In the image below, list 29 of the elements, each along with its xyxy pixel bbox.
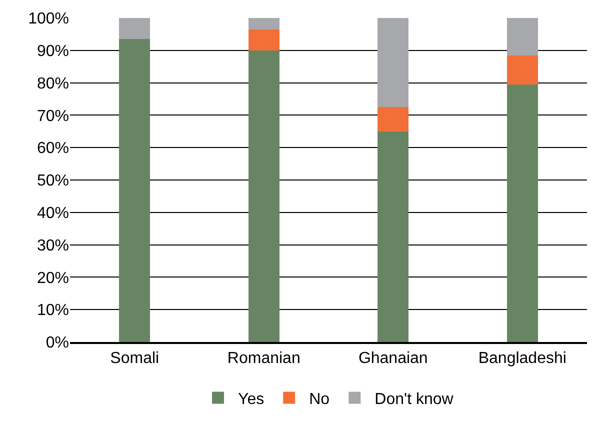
bar: [119, 18, 150, 40]
bar: [506, 84, 538, 342]
bar: [248, 50, 280, 342]
bar: [378, 131, 409, 342]
legend-label: No: [309, 391, 330, 408]
y-tick-label: 90%: [36, 43, 69, 60]
y-tick-label: 10%: [36, 302, 69, 320]
y-tick-label: 0%: [46, 334, 69, 352]
legend-label: Yes: [238, 391, 264, 408]
bar: [506, 18, 538, 56]
bar: [378, 18, 409, 108]
x-tick-label: Ghanaian: [358, 350, 428, 367]
y-tick-label: 50%: [36, 172, 69, 190]
bar: [248, 18, 280, 30]
y-tick-label: 60%: [36, 140, 69, 158]
y-tick-label: 30%: [36, 237, 69, 254]
y-tick-label: 70%: [36, 108, 69, 125]
y-tick-label: 100%: [28, 10, 69, 28]
legend-label: Don't know: [374, 391, 454, 408]
x-tick-label: Romanian: [227, 350, 300, 367]
x-tick-label: Bangladeshi: [478, 350, 566, 367]
y-tick-label: 80%: [36, 75, 69, 92]
y-tick-label: 40%: [36, 205, 69, 222]
bar: [378, 107, 409, 132]
bar: [119, 39, 150, 342]
y-tick-label: 20%: [36, 270, 69, 287]
bar: [248, 29, 280, 50]
x-tick-label: Somali: [110, 350, 160, 367]
bar: [506, 55, 538, 84]
